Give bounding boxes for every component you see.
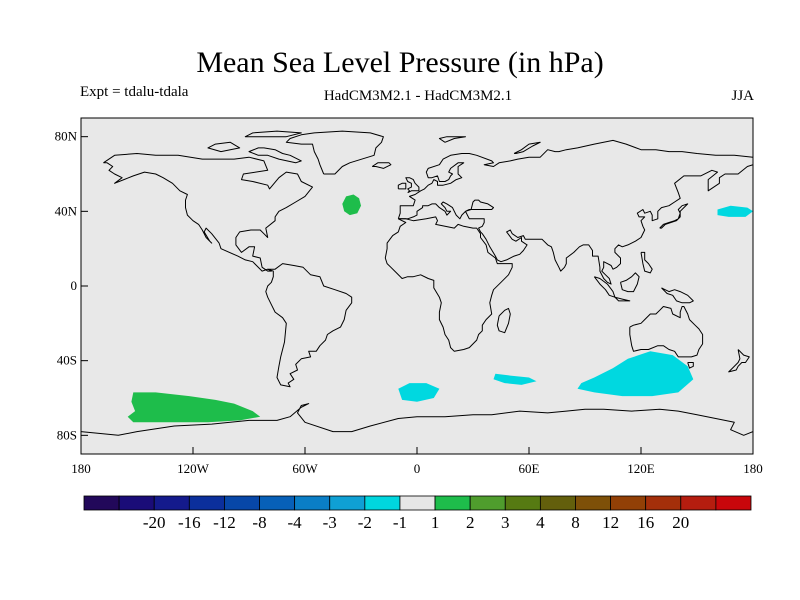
coastline-12 [728, 349, 750, 373]
coastline-2 [285, 130, 384, 175]
x-tick-label: 0 [414, 461, 421, 476]
y-tick-label: 40S [57, 353, 77, 368]
coastline-9 [659, 203, 689, 229]
anomaly-region-south-indian-west [493, 373, 537, 385]
colorbar-label: -20 [143, 513, 166, 532]
coastline-10 [629, 306, 704, 358]
anomaly-region-north-atlantic [342, 194, 361, 216]
model-label: HadCM3M2.1 - HadCM3M2.1 [323, 88, 513, 104]
colorbar-label: 1 [431, 513, 440, 532]
coastline-16 [661, 287, 694, 304]
coastline-7 [397, 182, 407, 190]
x-axis: 180 120W 60W 0 60E 120E 180 [71, 447, 763, 476]
coastline-15 [620, 272, 640, 293]
anomaly-region-north-pacific-east [717, 205, 753, 217]
x-tick-label: 180 [71, 461, 91, 476]
coastline-4 [496, 307, 511, 334]
coastline-17 [640, 251, 653, 274]
coastline-11 [687, 362, 694, 369]
y-tick-label: 0 [71, 278, 78, 293]
coastline-14 [614, 296, 631, 302]
y-axis: 80N 40N 0 40S 80S [55, 129, 88, 442]
colorbar-box [259, 495, 296, 511]
colorbar-label: -8 [252, 513, 266, 532]
colorbar-label: 4 [536, 513, 545, 532]
colorbar-label: 16 [637, 513, 654, 532]
colorbar-box [680, 495, 717, 511]
x-tick-label: 60E [519, 461, 540, 476]
coastline-23 [513, 141, 541, 154]
colorbar: -20 -16 -12 -8 -4 -3 -2 -1 1 2 3 4 8 12 16 20 [83, 495, 752, 532]
anomaly-region-south-indian-large [577, 351, 694, 397]
colorbar-box [504, 495, 541, 511]
colorbar-box [83, 495, 120, 511]
coastline-21 [244, 130, 302, 138]
coastline-18 [81, 403, 753, 436]
colorbar-label: -3 [323, 513, 337, 532]
colorbar-box [645, 495, 682, 511]
x-tick-label: 60W [292, 461, 318, 476]
season-label: JJA [731, 88, 754, 104]
colorbar-box [539, 495, 576, 511]
colorbar-box [364, 495, 401, 511]
colorbar-label: 2 [466, 513, 475, 532]
anomaly-regions [127, 194, 753, 423]
y-tick-label: 80N [55, 129, 78, 144]
map-title: Mean Sea Level Pressure (in hPa) [196, 46, 604, 79]
y-tick-label: 80S [57, 427, 77, 442]
colorbar-box [329, 495, 366, 511]
colorbar-box [715, 495, 752, 511]
colorbar-label: -1 [393, 513, 407, 532]
coastline-6 [405, 177, 420, 194]
coastline-8 [371, 162, 392, 169]
colorbar-label: 3 [501, 513, 510, 532]
colorbar-box [224, 495, 260, 511]
anomaly-region-south-pacific [127, 392, 261, 423]
coastline-1 [265, 263, 353, 388]
experiment-label: Expt = tdalu-tdala [80, 84, 189, 100]
coastline-20 [207, 141, 241, 153]
coastline-0 [103, 153, 313, 272]
colorbar-box [294, 495, 331, 511]
colorbar-label: -16 [178, 513, 201, 532]
colorbar-box [434, 495, 471, 511]
x-tick-label: 180 [743, 461, 763, 476]
anomaly-region-south-atlantic [398, 383, 440, 402]
coastline-3 [384, 216, 513, 352]
colorbar-box [399, 495, 436, 511]
colorbar-label: -12 [213, 513, 236, 532]
colorbar-label: 8 [571, 513, 580, 532]
y-tick-label: 40N [55, 203, 78, 218]
colorbar-label: -2 [358, 513, 372, 532]
colorbar-label: 20 [672, 513, 689, 532]
colorbar-box [469, 495, 506, 511]
colorbar-box [575, 495, 611, 511]
colorbar-box [188, 495, 225, 511]
coastline-22 [438, 136, 466, 143]
coastlines [81, 130, 753, 436]
x-tick-label: 120W [177, 461, 210, 476]
x-tick-label: 120E [627, 461, 655, 476]
colorbar-label: -4 [288, 513, 303, 532]
coastline-5 [397, 139, 753, 285]
colorbar-box [118, 495, 155, 511]
colorbar-label: 12 [602, 513, 619, 532]
coastline-19 [248, 147, 302, 164]
colorbar-box [153, 495, 190, 511]
colorbar-box [610, 495, 647, 511]
